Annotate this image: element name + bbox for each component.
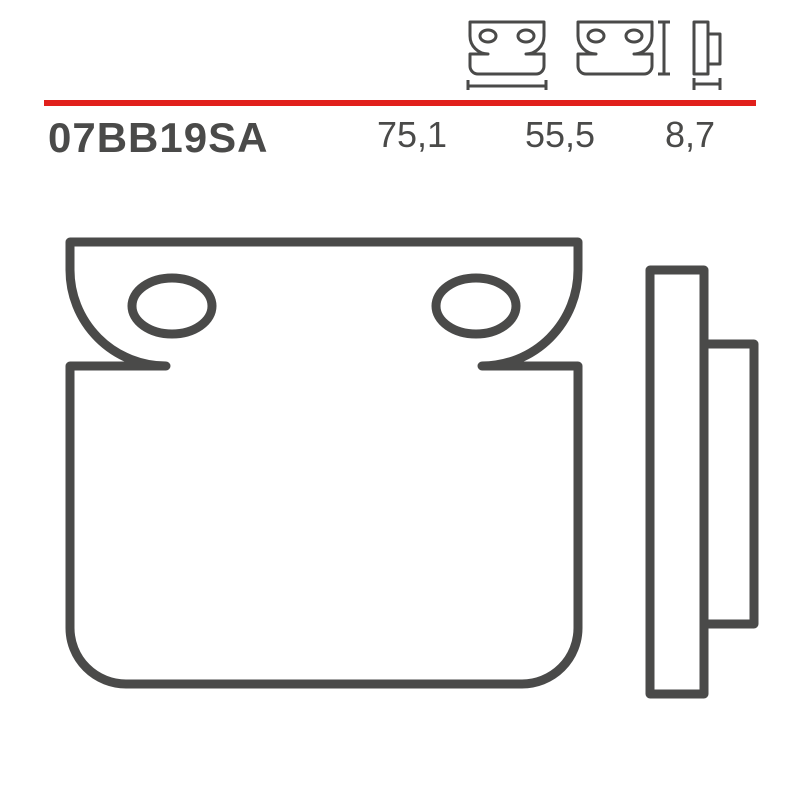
height-icon: [570, 18, 670, 90]
front-view: [44, 230, 604, 705]
thickness-icon: [688, 18, 746, 90]
part-number: 07BB19SA: [48, 114, 268, 162]
divider-rule: [44, 100, 756, 106]
page: { "colors": { "rule": "#e1201c", "stroke…: [0, 0, 800, 800]
technical-drawing: [0, 230, 800, 750]
width-icon: [462, 18, 552, 90]
spec-row: 07BB19SA 75,1 55,5 8,7: [0, 114, 800, 162]
header-dimension-icons: [0, 18, 800, 90]
dimension-thickness: 8,7: [640, 114, 740, 156]
dimension-height: 55,5: [500, 114, 620, 156]
dimension-width: 75,1: [352, 114, 472, 156]
side-view: [640, 264, 770, 709]
